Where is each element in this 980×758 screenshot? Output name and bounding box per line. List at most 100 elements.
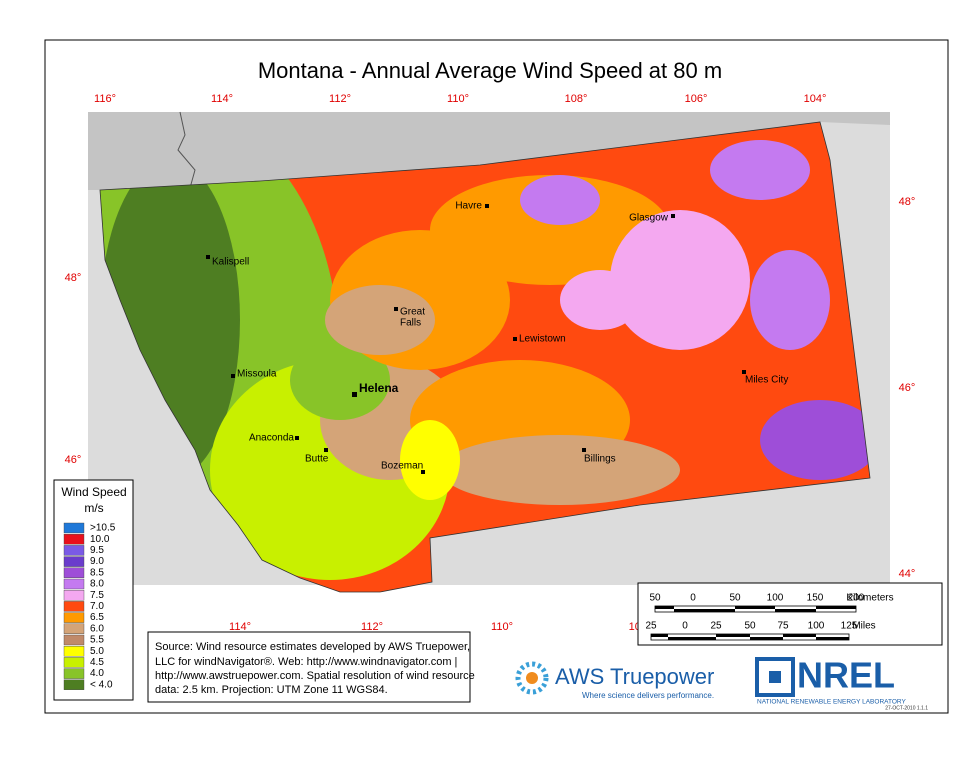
canada bbox=[88, 112, 890, 190]
scale-unit: Miles bbox=[852, 621, 875, 632]
legend-swatch bbox=[63, 634, 85, 646]
city-marker bbox=[742, 370, 746, 374]
scale-seg bbox=[783, 634, 816, 637]
legend-label: 7.0 bbox=[90, 601, 104, 612]
logo-mark bbox=[769, 671, 781, 683]
legend-swatch bbox=[63, 612, 85, 623]
aws-tagline: Where science delivers performance. bbox=[582, 691, 714, 700]
legend-swatch bbox=[63, 556, 85, 567]
scale-label: 100 bbox=[808, 621, 825, 632]
legend-label: 5.0 bbox=[90, 646, 104, 657]
lon-label: 108° bbox=[565, 93, 588, 105]
source-line: Source: Wind resource estimates develope… bbox=[155, 641, 470, 653]
city-label: Havre bbox=[455, 201, 482, 212]
lon-label: 106° bbox=[685, 93, 708, 105]
city-marker bbox=[513, 337, 517, 341]
lon-label: 110° bbox=[491, 621, 513, 633]
legend-swatch bbox=[63, 623, 85, 634]
scale-label: 200 bbox=[848, 593, 865, 604]
lat-label: 46° bbox=[65, 454, 82, 466]
source-line: http://www.awstruepower.com. Spatial res… bbox=[155, 670, 475, 682]
scale-seg bbox=[685, 637, 716, 640]
logo-mark bbox=[526, 672, 538, 684]
legend-swatch bbox=[63, 545, 85, 556]
legend: Wind Speed m/s >10.510.09.59.08.58.07.57… bbox=[53, 479, 134, 701]
state-outline bbox=[99, 121, 871, 593]
scale-label: 125 bbox=[841, 621, 858, 632]
city-marker bbox=[324, 448, 328, 452]
scale-label: 150 bbox=[807, 593, 824, 604]
legend-label: 6.5 bbox=[90, 612, 104, 623]
city-marker bbox=[352, 392, 357, 397]
city-marker bbox=[206, 255, 210, 259]
scale-seg bbox=[775, 609, 816, 612]
logo-mark bbox=[755, 657, 795, 697]
scale-label: 25 bbox=[645, 621, 657, 632]
lon-label: 110° bbox=[447, 93, 469, 105]
city-label: Billings bbox=[584, 454, 616, 465]
lat-label: 44° bbox=[899, 568, 916, 580]
city-marker bbox=[394, 307, 398, 311]
scale-label: 50 bbox=[649, 593, 661, 604]
legend-swatch bbox=[63, 522, 85, 534]
city-label: Butte bbox=[305, 454, 329, 465]
legend-swatch bbox=[63, 646, 85, 657]
city-label: Falls bbox=[400, 318, 421, 329]
legend-label: 5.5 bbox=[90, 635, 104, 646]
city-label: Lewistown bbox=[519, 334, 566, 345]
legend-swatch bbox=[63, 590, 85, 601]
map-title: Montana - Annual Average Wind Speed at 8… bbox=[258, 58, 722, 83]
scale-label: 0 bbox=[682, 621, 688, 632]
city-marker bbox=[671, 214, 675, 218]
city-label: Bozeman bbox=[381, 461, 423, 472]
scale-bar bbox=[637, 582, 943, 646]
scale-seg bbox=[716, 634, 750, 637]
lon-label: 114° bbox=[211, 93, 233, 105]
lat-label: 48° bbox=[65, 272, 82, 284]
legend-label: 7.5 bbox=[90, 590, 104, 601]
scale-seg bbox=[651, 634, 668, 637]
scale-seg bbox=[655, 606, 674, 609]
legend-label: 4.5 bbox=[90, 657, 104, 668]
scale-label: 50 bbox=[729, 593, 741, 604]
scale-label: 50 bbox=[744, 621, 756, 632]
scale-seg bbox=[735, 606, 775, 609]
scale-seg bbox=[816, 637, 849, 640]
scale-seg bbox=[693, 609, 735, 612]
border bbox=[177, 111, 196, 189]
city-marker bbox=[421, 470, 425, 474]
city-label: Missoula bbox=[237, 369, 277, 380]
city-label: Miles City bbox=[745, 375, 788, 386]
scale-seg bbox=[668, 637, 685, 640]
city-label: Helena bbox=[359, 381, 399, 395]
aws-logo: AWS Truepower Where science delivers per… bbox=[515, 661, 714, 700]
legend-swatch bbox=[63, 534, 85, 545]
lon-label: 114° bbox=[229, 621, 251, 633]
legend-swatch bbox=[63, 668, 85, 679]
scale-unit: Kilometers bbox=[846, 593, 893, 604]
legend-label: >10.5 bbox=[90, 523, 116, 534]
legend-label: 10.0 bbox=[90, 534, 110, 545]
legend-label: < 4.0 bbox=[90, 679, 113, 690]
legend-swatch bbox=[63, 657, 85, 668]
nrel-tagline: NATIONAL RENEWABLE ENERGY LABORATORY bbox=[757, 699, 906, 706]
logo-mark bbox=[515, 661, 549, 695]
nrel-logo: NREL NATIONAL RENEWABLE ENERGY LABORATOR… bbox=[755, 655, 906, 706]
stamp: 27-OCT-2010 1.1.1 bbox=[885, 705, 928, 711]
lon-label: 104° bbox=[804, 93, 827, 105]
legend-label: 8.5 bbox=[90, 567, 104, 578]
legend-label: 4.0 bbox=[90, 668, 104, 679]
scale-label: 100 bbox=[767, 593, 784, 604]
source-line: LLC for windNavigator®. Web: http://www.… bbox=[155, 656, 457, 668]
city-marker bbox=[582, 448, 586, 452]
city-label: Kalispell bbox=[212, 257, 249, 268]
scale-label: 0 bbox=[690, 593, 696, 604]
legend-swatch bbox=[63, 578, 85, 590]
city-label: Great bbox=[400, 307, 425, 318]
legend-swatch bbox=[63, 679, 85, 690]
city-label: Anaconda bbox=[249, 433, 294, 444]
lat-label: 46° bbox=[899, 382, 916, 394]
lat-label: 48° bbox=[899, 196, 916, 208]
legend-swatch bbox=[63, 601, 85, 612]
